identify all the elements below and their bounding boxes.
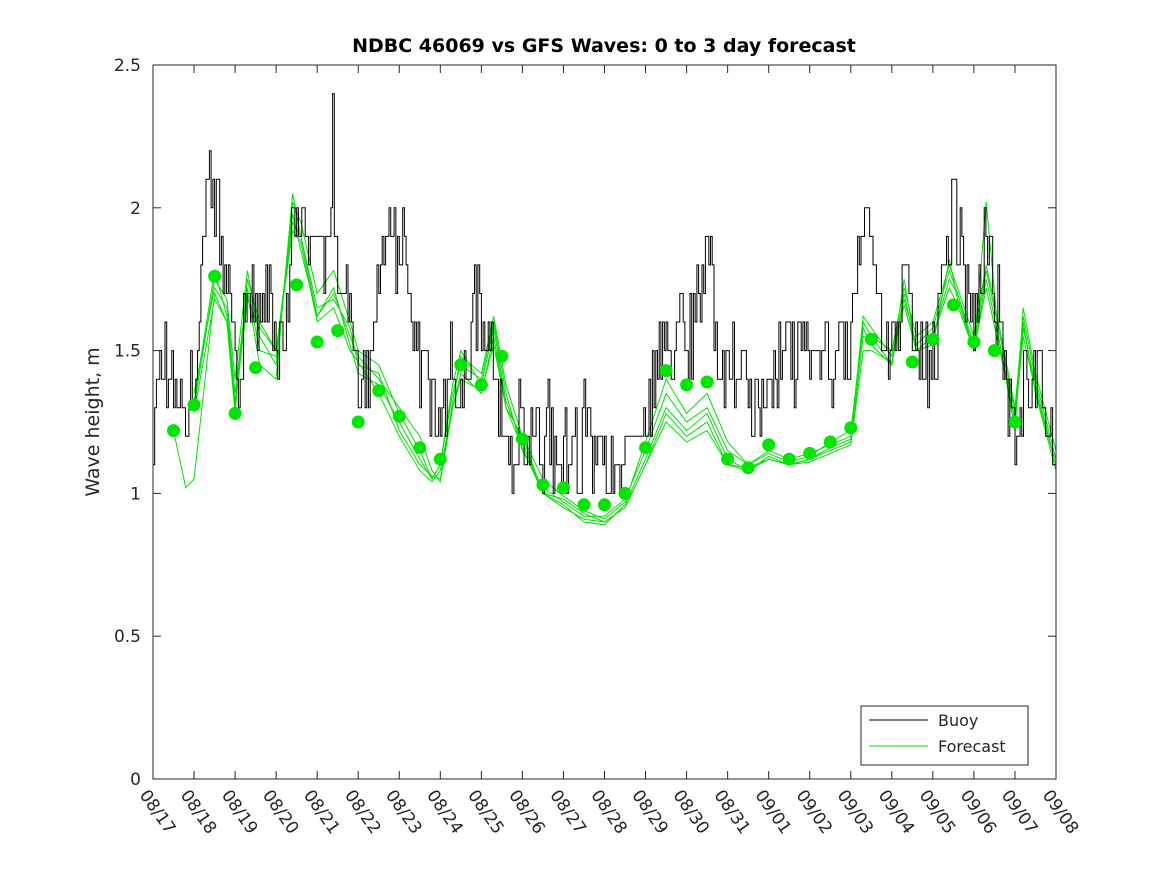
forecast-point bbox=[598, 498, 611, 512]
forecast-point bbox=[823, 435, 837, 449]
forecast-point bbox=[187, 398, 201, 412]
legend-buoy-label: Buoy bbox=[938, 711, 978, 730]
forecast-point bbox=[741, 461, 755, 475]
forecast-point bbox=[803, 446, 817, 460]
forecast-point bbox=[639, 441, 652, 455]
y-tick-label: 0.5 bbox=[114, 627, 141, 647]
forecast-point bbox=[844, 421, 858, 435]
forecast-point bbox=[762, 438, 776, 452]
y-tick-label: 0 bbox=[130, 770, 141, 790]
plot-area bbox=[153, 65, 1056, 779]
forecast-point bbox=[351, 415, 365, 429]
chart-title: NDBC 46069 vs GFS Waves: 0 to 3 day fore… bbox=[352, 35, 856, 57]
forecast-point bbox=[208, 269, 222, 283]
legend-forecast-label: Forecast bbox=[938, 737, 1006, 756]
y-tick-label: 1 bbox=[130, 484, 141, 504]
y-tick-label: 1.5 bbox=[114, 342, 141, 362]
forecast-point bbox=[454, 358, 468, 372]
forecast-point bbox=[536, 478, 550, 492]
forecast-point bbox=[433, 452, 447, 466]
forecast-point bbox=[946, 298, 960, 312]
forecast-point bbox=[495, 349, 509, 363]
buoy-series bbox=[153, 93, 1057, 494]
forecast-point bbox=[167, 424, 180, 438]
forecast-point bbox=[557, 481, 570, 495]
forecast-point bbox=[700, 375, 714, 389]
forecast-point bbox=[926, 332, 940, 346]
forecast-point bbox=[515, 432, 529, 446]
forecast-point bbox=[987, 344, 1001, 358]
forecast-point bbox=[577, 498, 591, 512]
forecast-point bbox=[680, 378, 694, 392]
forecast-point bbox=[290, 278, 304, 292]
forecast-point bbox=[372, 384, 386, 398]
forecast-point bbox=[413, 441, 427, 455]
forecast-point bbox=[392, 409, 406, 423]
forecast-point bbox=[864, 332, 878, 346]
forecast-markers bbox=[167, 269, 1022, 512]
plot-frame bbox=[152, 64, 1057, 780]
y-tick-label: 2 bbox=[130, 199, 141, 219]
forecast-point bbox=[474, 378, 488, 392]
forecast-point bbox=[310, 335, 324, 349]
forecast-point bbox=[721, 452, 735, 466]
y-axis-label: Wave height, m bbox=[82, 347, 104, 496]
buoy-line bbox=[153, 93, 1057, 494]
y-tick-label: 2.5 bbox=[114, 56, 141, 76]
forecast-point bbox=[967, 335, 981, 349]
forecast-point bbox=[905, 355, 919, 369]
legend-box bbox=[860, 705, 1029, 766]
forecast-point bbox=[331, 324, 345, 338]
forecast-point bbox=[1008, 415, 1022, 429]
forecast-point bbox=[659, 364, 673, 378]
forecast-point bbox=[618, 486, 632, 500]
forecast-point bbox=[249, 361, 263, 375]
y-axis-ticks: 0 0.5 1 1.5 2 2.5 bbox=[114, 56, 1056, 790]
forecast-point bbox=[228, 406, 242, 420]
forecast-point bbox=[782, 452, 796, 466]
legend: Buoy Forecast bbox=[860, 705, 1029, 766]
